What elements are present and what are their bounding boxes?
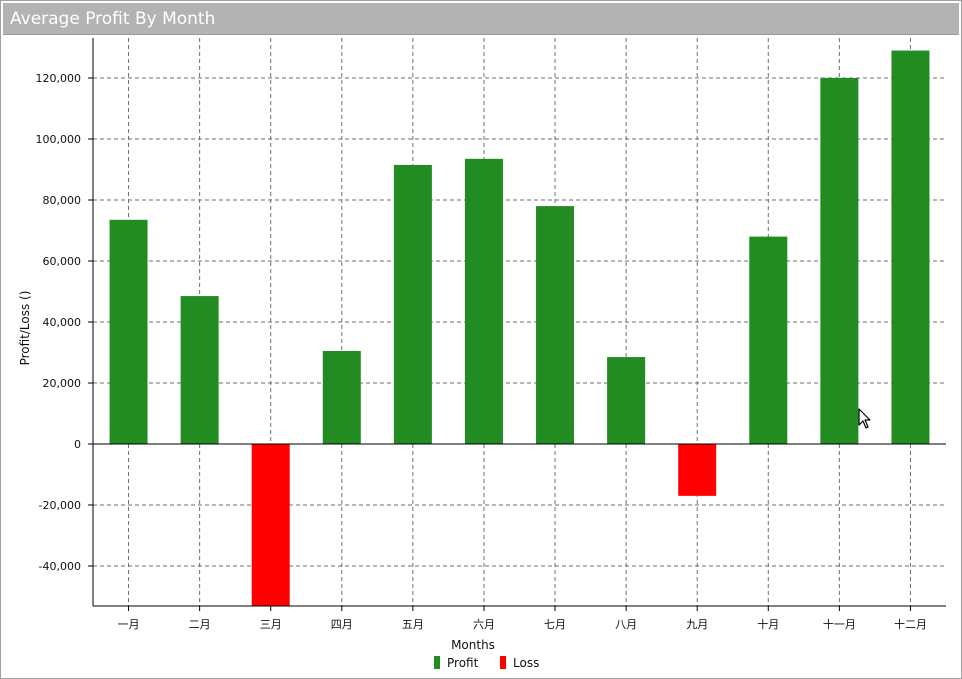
x-tick-label: 八月	[615, 618, 637, 631]
x-tick-label: 三月	[260, 618, 282, 631]
x-tick-label: 十一月	[823, 617, 856, 631]
legend-profit-swatch	[434, 656, 440, 669]
profit-bar	[464, 158, 503, 444]
x-tick-label: 六月	[473, 618, 495, 631]
x-tick-labels: 一月 二月 三月 四月 五月 六月 七月 八月 九月 十月 十一月 十二月	[118, 617, 927, 631]
y-tick-label: 40,000	[43, 316, 82, 329]
y-tick-label: 20,000	[43, 377, 82, 390]
y-tick-label: 120,000	[36, 72, 82, 85]
legend: Profit Loss	[434, 656, 539, 670]
x-tick-label: 一月	[118, 618, 140, 631]
x-tick-label: 二月	[189, 618, 211, 631]
chart-title: Average Profit By Month	[10, 9, 216, 29]
x-tick-label: 九月	[686, 618, 708, 631]
x-tick-label: 十月	[757, 617, 779, 631]
x-tick-label: 四月	[331, 618, 353, 631]
y-tick-label: 60,000	[43, 255, 82, 268]
y-tick-label: 80,000	[43, 194, 82, 207]
x-axis-title: Months	[451, 638, 495, 652]
profit-bar	[393, 164, 432, 445]
profit-bar	[109, 219, 148, 444]
y-tick-label: -40,000	[39, 560, 81, 573]
y-axis-title: Profit/Loss ()	[18, 291, 32, 366]
axes	[88, 38, 946, 611]
profit-bar	[322, 350, 361, 444]
legend-loss-label: Loss	[513, 656, 539, 670]
legend-loss-swatch	[500, 656, 506, 669]
grid-lines	[93, 38, 946, 606]
profit-bar	[891, 50, 930, 445]
bars	[109, 50, 930, 606]
y-tick-label: 0	[74, 438, 81, 451]
profit-bar	[820, 78, 859, 444]
y-tick-labels: -40,000 -20,000 0 20,000 40,000 60,000 80,000 1…	[36, 72, 82, 573]
loss-bar	[678, 444, 717, 496]
profit-bar	[180, 296, 219, 444]
profit-bar	[749, 236, 788, 444]
y-tick-label: -20,000	[39, 499, 81, 512]
y-tick-label: 100,000	[36, 133, 82, 146]
loss-bar	[251, 444, 290, 606]
profit-bar	[536, 206, 575, 444]
legend-profit-label: Profit	[447, 656, 479, 670]
x-tick-label: 五月	[402, 618, 424, 631]
x-tick-label: 十二月	[894, 617, 927, 631]
x-tick-label: 七月	[544, 618, 566, 631]
profit-bar	[607, 357, 646, 444]
title-bar: Average Profit By Month	[3, 3, 959, 35]
mouse-pointer-icon	[858, 408, 871, 429]
